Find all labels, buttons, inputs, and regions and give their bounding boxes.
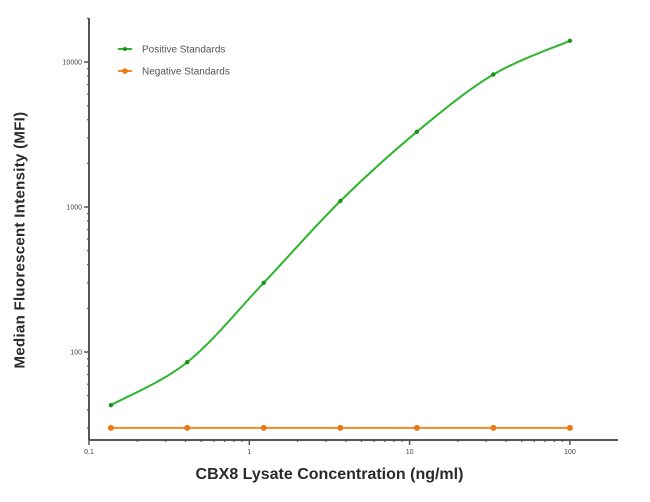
x-tick-label: 0.1 [84,449,94,456]
x-axis-label: CBX8 Lysate Concentration (ng/ml) [195,466,464,483]
data-point [338,198,343,204]
data-point [567,38,573,44]
x-tick-label: 100 [564,449,576,456]
data-point [107,424,114,431]
data-point [108,402,114,408]
data-point [490,424,497,431]
series-layer [107,38,573,431]
axes: 100 1000 10000 0.1 1 10 100 [63,17,618,456]
series-positive-standards [108,38,573,408]
x-tick-label: 10 [406,449,414,456]
data-point [491,72,496,77]
legend-item: Positive Standards [118,45,225,56]
data-point [413,424,420,431]
series-negative-standards [107,424,573,431]
legend: Positive Standards Negative Standards [118,45,230,78]
legend-marker-icon [122,68,128,74]
legend-marker-icon [123,47,127,51]
data-point [185,360,190,365]
legend-label: Positive Standards [142,45,225,56]
y-tick-label: 10000 [63,60,83,67]
data-point [566,424,573,431]
legend-label: Negative Standards [142,67,230,78]
data-point [184,424,191,431]
data-point [414,129,420,135]
series-line [110,39,571,407]
y-axis-label-text: Median Fluorescent Intensity (MFI) [11,111,29,369]
data-point [260,424,267,431]
data-point [337,424,344,431]
x-tick-label: 1 [247,449,251,456]
legend-item: Negative Standards [118,67,230,78]
data-point [261,280,266,286]
y-axis-label: Median Fluorescent Intensity (MFI) [0,0,40,502]
y-tick-label: 100 [70,350,82,357]
y-tick-label: 1000 [66,205,82,212]
